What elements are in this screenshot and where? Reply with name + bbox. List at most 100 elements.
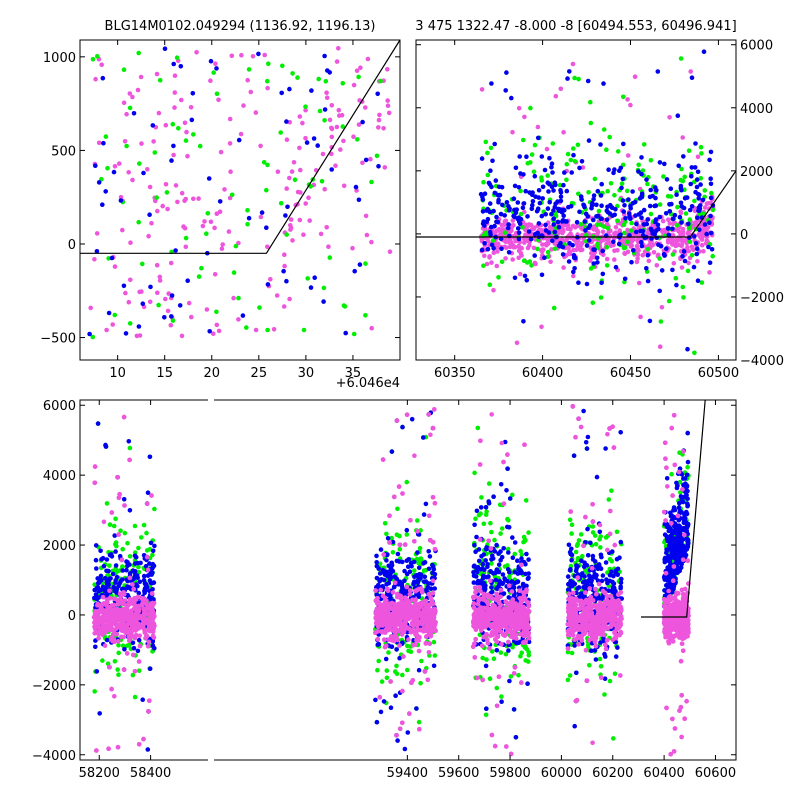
data-point-blue (426, 549, 432, 554)
data-point-magenta (381, 126, 386, 131)
data-point-blue (669, 513, 674, 518)
data-point-blue (560, 252, 566, 257)
data-point-blue (389, 449, 395, 454)
data-point-magenta (665, 240, 671, 245)
data-point-green (319, 178, 325, 184)
data-point-magenta (204, 307, 210, 312)
data-point-green (340, 81, 346, 86)
data-point-magenta (172, 90, 178, 95)
data-point-blue (500, 572, 506, 577)
data-point-blue (476, 547, 482, 552)
data-point-magenta (699, 242, 705, 248)
data-point-green (499, 694, 504, 699)
panel-top-right: 3 475 1322.47 -8.000 -8 [60494.553, 6049… (415, 19, 784, 381)
data-point-magenta (137, 289, 142, 295)
data-point-green (261, 160, 267, 165)
data-point-green (597, 656, 603, 662)
data-point-blue (694, 246, 700, 251)
data-point-blue (683, 481, 688, 487)
data-point-green (622, 230, 627, 236)
data-point-magenta (511, 223, 516, 228)
data-point-blue (485, 246, 491, 252)
data-point-magenta (227, 141, 233, 146)
data-point-green (340, 124, 346, 129)
data-point-magenta (168, 322, 174, 328)
x-tick-label: 60350 (434, 366, 475, 381)
data-point-blue (610, 579, 615, 585)
data-point-blue (566, 542, 572, 548)
data-point-magenta (189, 314, 194, 320)
data-point-green (550, 141, 556, 146)
data-point-magenta (514, 340, 520, 346)
data-point-blue (478, 191, 484, 197)
data-point-green (564, 161, 570, 167)
data-point-blue (519, 570, 525, 575)
data-point-blue (482, 586, 488, 592)
data-point-blue (584, 446, 590, 451)
data-point-blue (598, 640, 603, 645)
data-point-magenta (306, 195, 311, 200)
data-point-green (569, 522, 575, 527)
data-point-magenta (188, 105, 194, 110)
data-point-blue (101, 563, 107, 569)
data-point-blue (121, 497, 127, 502)
data-point-green (503, 651, 509, 657)
axis-ticks: 60350 60400 60450 60500−4000−20000200040006… (416, 39, 784, 381)
data-point-blue (584, 281, 590, 287)
data-point-green (105, 661, 111, 666)
data-point-green (665, 193, 671, 199)
data-point-green (658, 319, 664, 324)
data-point-green (246, 67, 252, 72)
data-point-green (127, 445, 133, 451)
data-point-magenta (679, 265, 685, 270)
data-point-blue (373, 697, 378, 703)
data-point-blue (581, 585, 586, 590)
data-point-blue (525, 681, 530, 686)
data-point-magenta (228, 169, 233, 174)
data-point-blue (113, 549, 118, 554)
data-point-magenta (503, 218, 509, 224)
data-point-magenta (387, 249, 393, 254)
data-point-green (120, 546, 125, 552)
data-point-green (678, 177, 684, 183)
data-point-blue (565, 574, 571, 579)
data-point-green (121, 67, 127, 72)
data-point-blue (707, 260, 713, 266)
data-point-magenta (635, 256, 640, 261)
data-point-green (113, 516, 118, 522)
data-point-green (701, 211, 706, 216)
data-point-magenta (179, 190, 185, 196)
data-point-blue (103, 442, 108, 448)
data-point-green (680, 284, 686, 290)
data-point-blue (405, 564, 411, 569)
data-point-blue (615, 645, 620, 650)
data-point-blue (150, 561, 156, 567)
data-point-magenta (303, 201, 309, 206)
data-point-blue (404, 527, 410, 533)
x-offset-label: +6.046e4 (336, 376, 400, 391)
data-point-green (384, 675, 390, 681)
model-curve (416, 170, 737, 238)
data-point-magenta (578, 247, 583, 253)
data-point-blue (93, 543, 99, 548)
data-point-blue (571, 255, 577, 260)
data-point-blue (702, 222, 708, 227)
data-point-blue (472, 522, 477, 528)
data-point-green (576, 76, 581, 82)
data-point-green (621, 94, 626, 100)
data-point-blue (375, 91, 381, 97)
data-point-magenta (516, 248, 522, 253)
data-point-blue (503, 88, 509, 93)
data-point-blue (279, 90, 285, 96)
data-point-blue (106, 310, 112, 316)
data-point-blue (585, 526, 590, 532)
data-point-blue (308, 285, 314, 290)
data-point-magenta (275, 169, 281, 174)
data-point-blue (609, 569, 614, 575)
data-point-blue (512, 275, 518, 281)
data-point-magenta (157, 274, 163, 280)
data-point-blue (697, 192, 702, 198)
data-point-blue (685, 346, 690, 352)
data-point-green (602, 692, 607, 697)
data-point-magenta (117, 161, 122, 166)
